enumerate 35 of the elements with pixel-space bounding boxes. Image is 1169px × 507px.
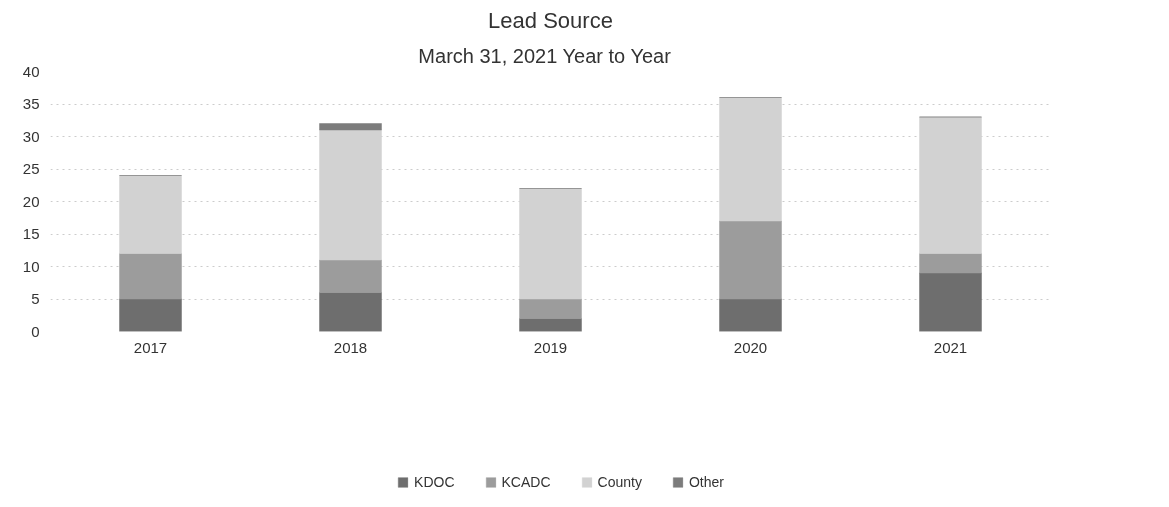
y-tick-label: 40 (22, 62, 40, 80)
bar (319, 259, 382, 293)
y-tick-label: 35 (22, 95, 40, 112)
bar (119, 175, 182, 254)
y-tick-label: 30 (22, 127, 40, 145)
legend-label: KDOC (414, 473, 455, 490)
x-tick-label: 2018 (333, 338, 368, 356)
bar (519, 298, 582, 319)
x-tick-label: 2017 (133, 338, 168, 356)
legend-label: Other (688, 473, 724, 490)
bar (919, 116, 982, 254)
bar (519, 318, 582, 332)
y-tick-label: 5 (31, 290, 40, 307)
y-tick-label: 0 (31, 322, 40, 340)
bar (919, 253, 982, 274)
bar (119, 253, 182, 300)
x-tick-label: 2021 (933, 338, 968, 356)
bar (119, 298, 182, 332)
legend-label: County (597, 473, 642, 490)
bar (319, 292, 382, 332)
bar (719, 220, 782, 300)
bar (319, 129, 382, 261)
bar (319, 123, 382, 131)
chart-subtitle: March 31, 2021 Year to Year (418, 44, 672, 67)
legend-label: KCADC (501, 473, 551, 490)
x-tick-label: 2020 (733, 338, 768, 356)
bar (519, 188, 582, 300)
y-tick-label: 15 (22, 225, 40, 242)
y-tick-label: 25 (22, 160, 40, 177)
bar (919, 272, 982, 332)
y-tick-label: 20 (22, 192, 40, 210)
x-tick-label: 2019 (533, 338, 568, 356)
bar (719, 298, 782, 332)
chart-title: Lead Source (488, 7, 613, 33)
y-tick-label: 10 (22, 257, 40, 275)
